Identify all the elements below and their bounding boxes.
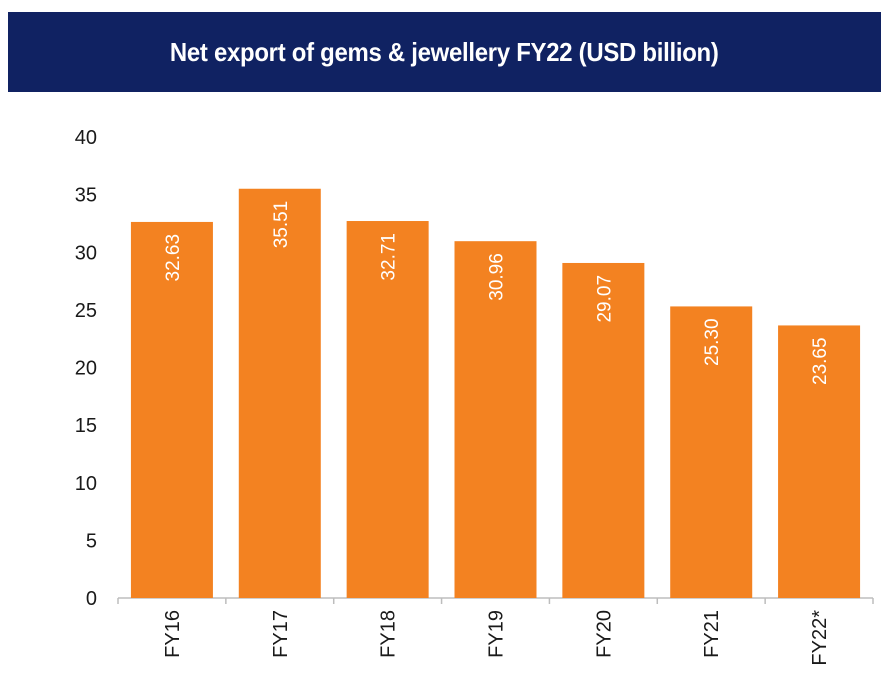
y-tick-label: 15 <box>75 415 97 437</box>
x-tick-label: FY16 <box>162 610 184 658</box>
y-tick-label: 35 <box>75 185 97 207</box>
bar <box>562 262 645 598</box>
y-tick-label: 20 <box>75 358 97 380</box>
bar <box>346 221 429 598</box>
x-tick-label: FY20 <box>593 610 615 658</box>
y-tick-label: 10 <box>75 473 97 495</box>
bar <box>238 188 321 598</box>
y-axis: 0 5 10 15 20 25 30 35 40 <box>75 127 97 610</box>
y-tick-label: 0 <box>86 588 97 610</box>
bar <box>670 306 753 598</box>
x-tick-label: FY21 <box>701 610 723 658</box>
bar <box>454 241 537 598</box>
y-tick-label: 40 <box>75 127 97 149</box>
bar <box>778 325 861 598</box>
bar-value-label: 30.96 <box>487 253 508 301</box>
y-tick-label: 5 <box>86 530 97 552</box>
bar-value-label: 32.71 <box>379 233 400 281</box>
y-tick-label: 25 <box>75 300 97 322</box>
bar-value-label: 23.65 <box>810 337 831 385</box>
x-tick-label: FY19 <box>486 610 508 658</box>
y-tick-label: 30 <box>75 242 97 264</box>
chart-title-bar: Net export of gems & jewellery FY22 (USD… <box>8 12 881 92</box>
x-axis: FY16 FY17 FY18 FY19 FY20 FY21 FY22* <box>117 597 874 666</box>
x-tick-label: FY17 <box>270 610 292 658</box>
bars-group: 32.63 35.51 32.71 30.96 29.07 25.30 23.65 <box>130 188 861 598</box>
bar <box>130 221 213 598</box>
bar-value-label: 32.63 <box>163 234 184 282</box>
bar-value-label: 25.30 <box>702 318 723 366</box>
bar-value-label: 35.51 <box>271 201 292 249</box>
chart-title: Net export of gems & jewellery FY22 (USD… <box>170 36 719 67</box>
x-tick-label: FY22* <box>809 610 831 666</box>
bar-value-label: 29.07 <box>594 275 615 323</box>
x-tick-label: FY18 <box>378 610 400 658</box>
